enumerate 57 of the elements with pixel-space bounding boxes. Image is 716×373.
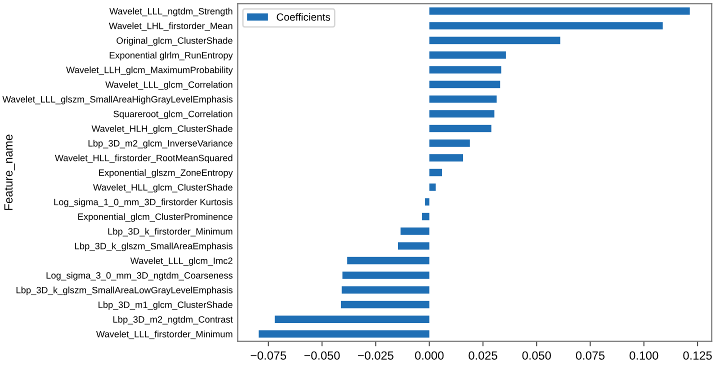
- y-tick-label: Lbp_3D_k_glszm_SmallAreaEmphasis: [75, 242, 233, 252]
- bar: [258, 330, 430, 338]
- bar: [340, 300, 430, 308]
- bar: [398, 242, 430, 250]
- x-tick-label: 0.025: [468, 351, 498, 360]
- bar: [425, 198, 430, 206]
- y-tick-label: Wavelet_LLH_glcm_MaximumProbability: [66, 66, 233, 75]
- bar: [347, 256, 430, 264]
- x-tick-label: −0.050: [304, 351, 340, 360]
- x-tick-label: −0.075: [250, 351, 286, 360]
- bar: [342, 286, 430, 294]
- bar: [429, 80, 500, 88]
- bar: [429, 154, 464, 162]
- x-tick-label: −0.025: [358, 351, 394, 360]
- bar: [429, 95, 497, 103]
- y-tick-label: Wavelet_LLL_ngtdm_Strength: [109, 8, 232, 16]
- bar: [274, 316, 430, 323]
- y-tick-label: Lbp_3D_m2_glcm_InverseVariance: [88, 140, 232, 148]
- y-tick-label: Wavelet_LLL_glcm_Imc2: [130, 257, 232, 266]
- bar: [422, 212, 430, 220]
- legend-label: Coefficients: [276, 13, 330, 21]
- bar: [429, 22, 663, 30]
- y-tick-label: Log_sigma_3_0_mm_3D_ngtdm_Coarseness: [46, 272, 233, 280]
- y-tick-label: Wavelet_HLH_glcm_ClusterShade: [92, 125, 232, 134]
- x-tick-label: 0.125: [683, 351, 712, 360]
- y-tick-label: Wavelet_LLL_glcm_Correlation: [105, 81, 232, 90]
- bar: [429, 36, 560, 44]
- y-tick-label: Exponential glrlm_RunEntropy: [110, 52, 233, 60]
- bar: [429, 168, 442, 176]
- x-tick-label: 0.100: [630, 351, 658, 360]
- x-tick-label: 0.000: [415, 351, 444, 360]
- y-tick-label: Lbp_3D_k_glszm_SmallAreaLowGrayLevelEmphasis: [16, 286, 233, 296]
- bar: [400, 228, 430, 235]
- y-tick-label: Exponential_glszm_ZoneEntropy: [99, 169, 233, 178]
- x-tick-label: 0.050: [522, 351, 551, 360]
- y-tick-label: Log_sigma_1_0_mm_3D_firstorder Kurtosis: [54, 198, 233, 208]
- y-tick-label: Wavelet_LLL_glszm_SmallAreaHighGrayLevelEmphasis: [2, 96, 233, 104]
- y-tick-label: Lbp_3D_m1_glcm_ClusterShade: [98, 301, 232, 310]
- x-tick-label: 0.075: [576, 351, 605, 360]
- y-tick-label: Wavelet_HLL_glcm_ClusterShade: [93, 184, 232, 192]
- y-axis-title: Feature_name: [4, 134, 15, 210]
- y-tick-label: Lbp_3D_k_firstorder_Minimum: [108, 228, 232, 236]
- bar: [342, 272, 430, 279]
- y-tick-label: Original_glcm_ClusterShade: [116, 37, 232, 46]
- y-tick-label: Wavelet_LLL_firstorder_Minimum: [96, 330, 232, 340]
- y-tick-label: Wavelet_LHL_firstorder_Mean: [108, 22, 232, 31]
- bar: [429, 124, 492, 132]
- y-tick-label: Squareroot_glcm_Correlation: [114, 110, 232, 120]
- bar: [429, 66, 502, 74]
- y-tick-label: Exponential_glcm_ClusterProminence: [78, 213, 232, 222]
- bar: [429, 110, 494, 118]
- bar: [429, 139, 470, 147]
- y-tick-label: Wavelet_HLL_firstorder_RootMeanSquared: [54, 154, 232, 164]
- bar: [429, 51, 506, 59]
- bar: [429, 184, 436, 191]
- y-tick-label: Lbp_3D_m2_ngtdm_Contrast: [113, 316, 233, 325]
- bar: [429, 7, 690, 15]
